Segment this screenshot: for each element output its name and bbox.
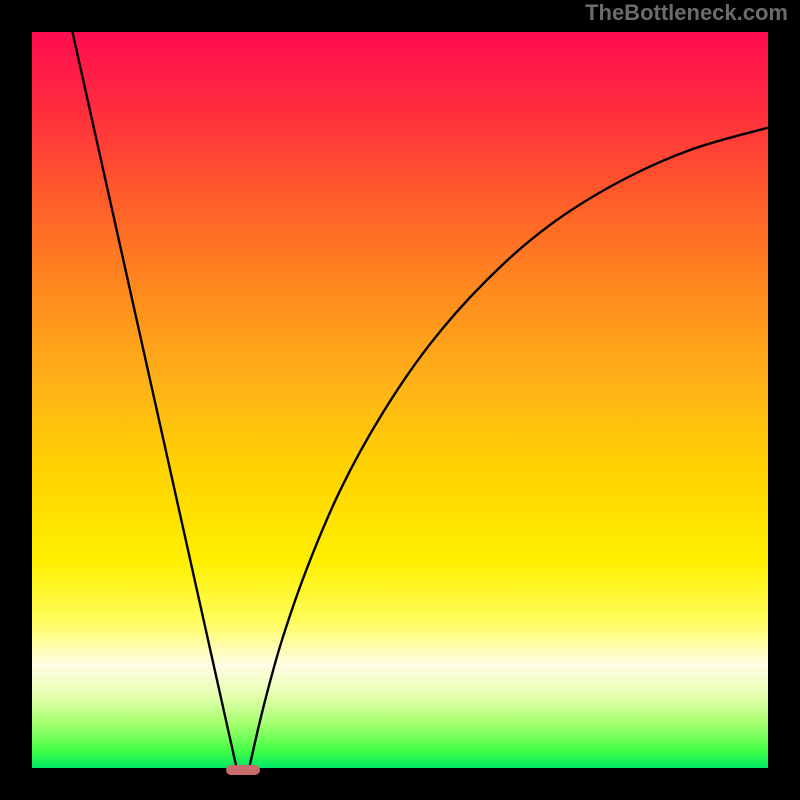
minimum-marker	[226, 765, 259, 775]
chart-container: TheBottleneck.com	[0, 0, 800, 800]
plot-area	[30, 30, 770, 770]
curve-layer	[32, 32, 768, 768]
right-branch-curve	[249, 128, 768, 768]
watermark-text: TheBottleneck.com	[585, 0, 788, 26]
left-branch-line	[72, 32, 236, 768]
